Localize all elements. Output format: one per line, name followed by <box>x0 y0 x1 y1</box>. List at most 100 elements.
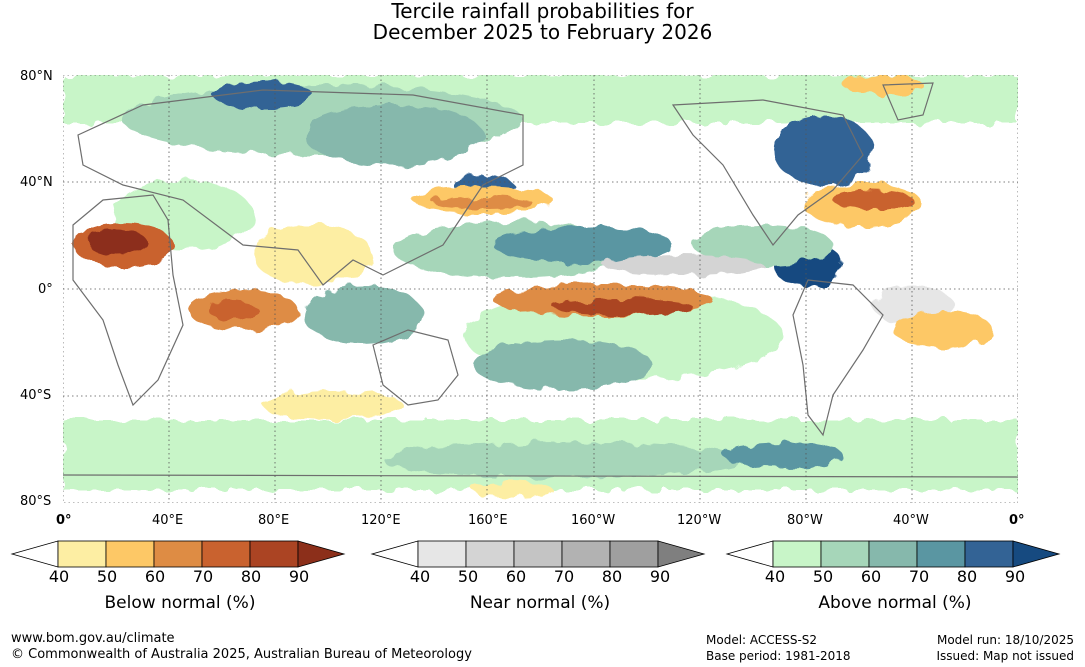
central-america-above <box>693 225 833 265</box>
east-asia-below-strong <box>433 197 533 209</box>
legend-near-tick: 50 <box>457 567 479 586</box>
lon-label-40e: 40°E <box>152 513 184 528</box>
legend-near-normal-svg <box>370 540 706 568</box>
legend-below-tick: 90 <box>288 567 310 586</box>
legend-below-tick: 80 <box>240 567 262 586</box>
equatorial-pacific-below-strong <box>553 299 693 315</box>
footer-issued: Issued: Map not issued <box>936 649 1074 663</box>
legend-below-normal-caption: Below normal (%) <box>104 593 256 613</box>
legend-near-tick: 90 <box>649 567 671 586</box>
lon-label-0-right: 0° <box>1009 513 1025 528</box>
southern-ocean-above-mid <box>383 442 743 478</box>
lat-label-equator: 0° <box>38 282 53 297</box>
legend-color-segment <box>916 540 966 568</box>
legend-above-normal-svg <box>725 540 1061 568</box>
coastlines <box>63 82 1018 478</box>
legend-color-segment <box>417 540 467 568</box>
legend-near-normal-bar <box>370 540 708 568</box>
legend-color-segment <box>249 540 299 568</box>
probability-map <box>63 75 1018 503</box>
legend-above-tick: 40 <box>764 567 786 586</box>
south-indian-below <box>263 391 403 419</box>
legend-low-extension <box>725 540 774 568</box>
legend-above-tick: 90 <box>1004 567 1026 586</box>
lat-label-80s: 80°S <box>20 494 52 509</box>
legend-above-tick: 50 <box>812 567 834 586</box>
graticule <box>63 75 1018 503</box>
footer-copyright: © Commonwealth of Australia 2025, Austra… <box>11 647 472 662</box>
spcz-above-normal <box>473 340 653 390</box>
footer-model: Model: ACCESS-S2 <box>706 633 818 647</box>
coast-australia <box>372 329 459 406</box>
lon-label-120e: 120°E <box>361 513 401 528</box>
coast-antarctica <box>63 474 1018 478</box>
equatorial-near-normal <box>603 255 763 275</box>
legend-below-tick: 50 <box>96 567 118 586</box>
south-atlantic-below <box>893 312 993 348</box>
lon-label-160e: 160°E <box>468 513 508 528</box>
map-title-line1: Tercile rainfall probabilities for <box>391 0 694 23</box>
legend-above-normal-bar <box>725 540 1063 568</box>
legend-color-segment <box>609 540 659 568</box>
legend-high-extension <box>1012 540 1061 568</box>
coast-eurasia <box>77 89 524 286</box>
legend-color-segment <box>561 540 611 568</box>
probability-map-svg <box>63 75 1018 503</box>
legend-color-segment <box>772 540 822 568</box>
legend-color-segment <box>57 540 107 568</box>
south-asia-below <box>253 225 373 285</box>
south-atlantic-above <box>723 443 843 467</box>
coast-africa <box>72 194 184 407</box>
legend-color-segment <box>513 540 563 568</box>
lon-label-160w: 160°W <box>571 513 616 528</box>
coast-greenland <box>882 82 934 121</box>
sahara-below-strong <box>88 231 148 255</box>
coast-south-america <box>792 279 884 437</box>
legend-low-extension <box>370 540 419 568</box>
footer-model-run: Model run: 18/10/2025 <box>936 633 1074 647</box>
canada-above-strong <box>773 115 873 185</box>
footer-website: www.bom.gov.au/climate <box>11 631 175 646</box>
lon-label-80e: 80°E <box>258 513 290 528</box>
siberia-above-normal <box>303 105 483 165</box>
lon-label-120w: 120°W <box>677 513 722 528</box>
probability-fields <box>63 75 1018 498</box>
legend-below-tick: 60 <box>144 567 166 586</box>
lon-label-80w: 80°W <box>787 513 823 528</box>
arctic-above-strong <box>213 81 313 109</box>
nw-pacific-above-mid <box>493 227 673 263</box>
lon-label-0-left: 0° <box>56 513 72 528</box>
legend-high-extension <box>297 540 346 568</box>
legend-below-tick: 40 <box>48 567 70 586</box>
coast-north-america <box>671 99 864 247</box>
legend-color-segment <box>105 540 155 568</box>
legend-near-tick: 80 <box>601 567 623 586</box>
legend-below-tick: 70 <box>192 567 214 586</box>
legend-near-tick: 40 <box>409 567 431 586</box>
legend-high-extension <box>657 540 706 568</box>
lat-label-40s: 40°S <box>20 388 52 403</box>
footer-base-period: Base period: 1981-2018 <box>706 649 851 663</box>
map-title-line2: December 2025 to February 2026 <box>372 20 713 44</box>
legend-color-segment <box>964 540 1014 568</box>
legend-color-segment <box>201 540 251 568</box>
lat-label-80n: 80°N <box>20 69 53 84</box>
legend-color-segment <box>153 540 203 568</box>
legend-near-tick: 70 <box>553 567 575 586</box>
lon-label-40w: 40°W <box>893 513 929 528</box>
legend-near-normal-caption: Near normal (%) <box>469 593 611 613</box>
legend-near-tick: 60 <box>505 567 527 586</box>
legend-above-tick: 80 <box>956 567 978 586</box>
legend-color-segment <box>465 540 515 568</box>
legend-below-normal-bar <box>10 540 348 568</box>
legend-color-segment <box>868 540 918 568</box>
legend-above-tick: 70 <box>908 567 930 586</box>
north-atlantic-below-strong <box>833 190 913 210</box>
legend-above-tick: 60 <box>860 567 882 586</box>
legend-above-normal-caption: Above normal (%) <box>818 593 972 613</box>
legend-color-segment <box>820 540 870 568</box>
maritime-above-normal <box>303 285 423 345</box>
indian-ocean-below-strong <box>208 301 258 319</box>
lat-label-40n: 40°N <box>20 175 53 190</box>
legend-below-normal-svg <box>10 540 346 568</box>
